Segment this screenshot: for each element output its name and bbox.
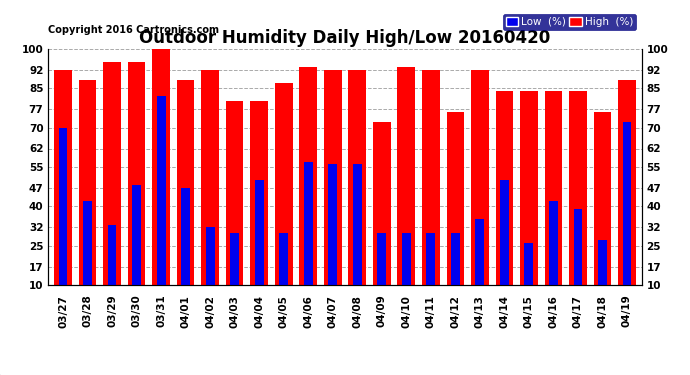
- Bar: [475, 219, 484, 285]
- Bar: [598, 240, 607, 285]
- Bar: [128, 62, 146, 285]
- Bar: [83, 201, 92, 285]
- Bar: [279, 232, 288, 285]
- Bar: [324, 70, 342, 285]
- Bar: [373, 122, 391, 285]
- Bar: [104, 62, 121, 285]
- Bar: [402, 232, 411, 285]
- Bar: [573, 209, 582, 285]
- Bar: [520, 91, 538, 285]
- Bar: [59, 128, 68, 285]
- Bar: [79, 80, 97, 285]
- Bar: [471, 70, 489, 285]
- Bar: [177, 80, 195, 285]
- Bar: [275, 83, 293, 285]
- Bar: [618, 80, 635, 285]
- Bar: [181, 188, 190, 285]
- Bar: [377, 232, 386, 285]
- Bar: [544, 91, 562, 285]
- Bar: [353, 164, 362, 285]
- Bar: [422, 70, 440, 285]
- Bar: [230, 232, 239, 285]
- Bar: [451, 232, 460, 285]
- Legend: Low  (%), High  (%): Low (%), High (%): [502, 14, 636, 30]
- Bar: [157, 96, 166, 285]
- Bar: [328, 164, 337, 285]
- Bar: [569, 91, 586, 285]
- Bar: [500, 180, 509, 285]
- Text: Copyright 2016 Cartronics.com: Copyright 2016 Cartronics.com: [48, 25, 219, 34]
- Bar: [226, 101, 244, 285]
- Bar: [304, 162, 313, 285]
- Bar: [593, 112, 611, 285]
- Bar: [250, 101, 268, 285]
- Bar: [132, 185, 141, 285]
- Bar: [108, 225, 117, 285]
- Bar: [446, 112, 464, 285]
- Bar: [622, 122, 631, 285]
- Bar: [201, 70, 219, 285]
- Bar: [348, 70, 366, 285]
- Bar: [55, 70, 72, 285]
- Bar: [255, 180, 264, 285]
- Title: Outdoor Humidity Daily High/Low 20160420: Outdoor Humidity Daily High/Low 20160420: [139, 29, 551, 47]
- Bar: [524, 243, 533, 285]
- Bar: [549, 201, 558, 285]
- Bar: [495, 91, 513, 285]
- Bar: [426, 232, 435, 285]
- Bar: [152, 49, 170, 285]
- Bar: [299, 67, 317, 285]
- Bar: [206, 227, 215, 285]
- Bar: [397, 67, 415, 285]
